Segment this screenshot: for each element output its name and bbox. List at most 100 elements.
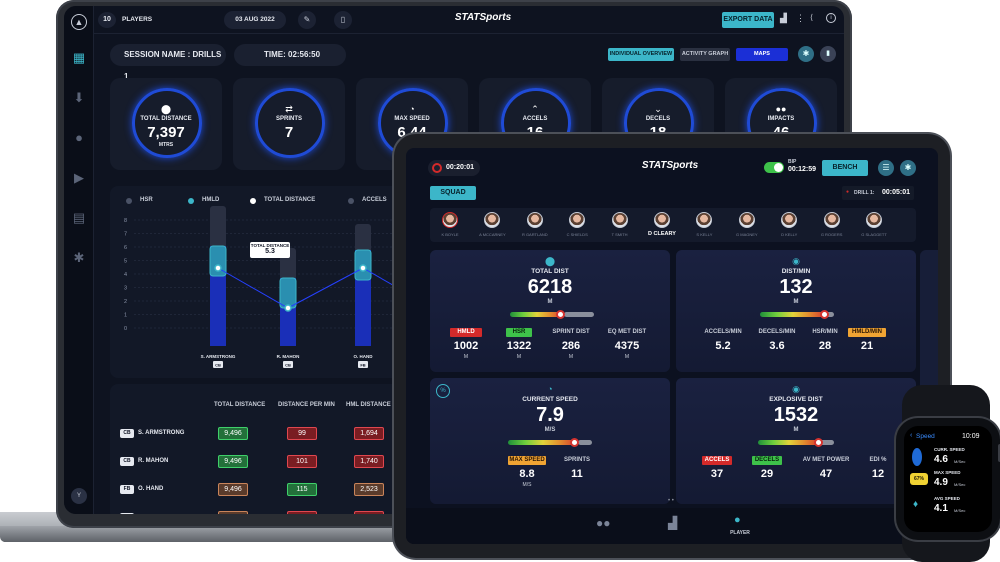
player-avatar[interactable]: [696, 212, 713, 228]
player-avatar[interactable]: [781, 212, 798, 228]
position-badge: CB: [120, 457, 134, 466]
player-name[interactable]: G SLAGGETT: [861, 232, 887, 237]
player-name[interactable]: D CLEARY: [648, 231, 676, 237]
player-name[interactable]: S KELLY: [696, 232, 713, 237]
bar-hmld[interactable]: [209, 245, 227, 277]
card-value: 1532: [773, 404, 819, 426]
settings-icon[interactable]: ✱: [73, 250, 85, 265]
table-cell: 1,694: [354, 427, 384, 440]
download-icon[interactable]: ⬇: [73, 90, 85, 105]
player-avatar[interactable]: [866, 212, 882, 228]
player-icon[interactable]: ●: [734, 514, 741, 526]
watch-crown[interactable]: [998, 444, 1000, 462]
info-icon[interactable]: i: [826, 13, 836, 23]
squad-button[interactable]: SQUAD: [430, 186, 476, 200]
nav-label-player[interactable]: PLAYER: [730, 530, 750, 536]
y-tick-label: 4: [124, 272, 127, 278]
session-name: SESSION NAME : DRILLS 1: [110, 44, 226, 81]
player-avatar[interactable]: [442, 212, 458, 228]
maps-button[interactable]: MAPS: [736, 48, 788, 61]
metric-value: 47: [819, 468, 833, 480]
table-row[interactable]: FBK. CONWAY9,4961231,982: [110, 508, 460, 514]
play-icon[interactable]: ▶: [74, 170, 84, 185]
player-avatar[interactable]: [484, 212, 501, 228]
card-unit: M: [547, 299, 553, 305]
bar-hmld[interactable]: [279, 277, 297, 309]
app-logo-icon[interactable]: ▲: [71, 14, 87, 30]
table-row[interactable]: CB R. MAHON 9,496 101 1,740: [110, 452, 460, 472]
total-distance-point[interactable]: [214, 264, 222, 272]
device-icon[interactable]: ▯: [334, 11, 352, 29]
player-name[interactable]: R GARTLAND: [521, 232, 548, 237]
column-header[interactable]: TOTAL DISTANCE: [214, 402, 266, 408]
player-avatar[interactable]: [569, 212, 586, 228]
player-avatar[interactable]: [526, 212, 543, 228]
team-icon[interactable]: ●: [75, 130, 83, 145]
grid-icon[interactable]: ▦: [72, 50, 86, 65]
chart-icon[interactable]: ▟: [780, 13, 787, 23]
player-name[interactable]: T SMITH: [611, 232, 628, 237]
date-pill[interactable]: 03 AUG 2022: [224, 11, 286, 29]
column-header[interactable]: DISTANCE PER MIN: [278, 402, 335, 408]
export-data-button[interactable]: EXPORT DATA: [722, 12, 774, 28]
metric-label: SPRINT DIST: [552, 329, 590, 335]
settings-icon[interactable]: ✱: [900, 160, 916, 176]
laptop-base-edge: [0, 526, 470, 542]
card-dist-min[interactable]: ◉ DIST/MIN 132 M ACCELS/MIN 5.2 DECELS/M…: [676, 250, 916, 372]
total-distance-point[interactable]: [359, 264, 367, 272]
session-timer[interactable]: 00:20:01: [428, 160, 480, 176]
individual-overview-button[interactable]: INDIVIDUAL OVERVIEW: [608, 48, 674, 61]
percent-icon[interactable]: %: [436, 384, 450, 398]
player-avatar[interactable]: [611, 212, 628, 228]
range-bar-background: [210, 206, 226, 250]
player-name[interactable]: K BOYLE: [441, 232, 459, 237]
card-value: 6218: [527, 276, 573, 298]
legend-accels[interactable]: ACCELS: [362, 197, 387, 203]
table-row[interactable]: FB O. HAND 9,496 115 2,523: [110, 480, 460, 500]
activity-graph-button[interactable]: ACTIVITY GRAPH: [680, 48, 730, 61]
legend-hmld[interactable]: HMLD: [202, 197, 220, 203]
legend-hsr[interactable]: HSR: [140, 197, 153, 203]
player-avatar[interactable]: [823, 212, 840, 228]
settings-icon[interactable]: ✱: [798, 46, 814, 62]
table-row[interactable]: CB S. ARMSTRONG 9,496 99 1,694: [110, 424, 460, 444]
share-icon[interactable]: ⟨: [810, 13, 814, 22]
table-cell: 2,523: [354, 483, 384, 496]
metric-value: 29: [760, 468, 774, 480]
back-label[interactable]: Speed: [916, 433, 935, 440]
speedometer-icon: ◔: [409, 104, 415, 114]
card-total-dist[interactable]: ⬤ TOTAL DIST 6218 M HMLD 1002 HSR 1322 S…: [430, 250, 670, 372]
y-tick-label: 5: [124, 259, 127, 265]
metric-unit: M: [624, 354, 630, 360]
drill-timer: ● DRILL 1: 00:05:01: [842, 186, 914, 200]
card-explosive-dist[interactable]: ◉ EXPLOSIVE DIST 1532 M ACCELS 37 DECELS…: [676, 378, 916, 504]
player-name[interactable]: C SHIELDS: [566, 232, 588, 237]
player-name[interactable]: A MCCARNEY: [479, 232, 506, 237]
back-chevron-icon[interactable]: ‹: [910, 432, 913, 439]
user-avatar[interactable]: Y: [71, 488, 87, 504]
position-label: FB: [360, 363, 365, 368]
calendar-icon[interactable]: ▤: [72, 210, 86, 225]
player-name[interactable]: G MAGNEY: [736, 232, 758, 237]
more-icon[interactable]: ⋮: [796, 13, 805, 23]
card-current-speed[interactable]: % ◔ CURRENT SPEED 7.9 M/S MAX SPEED 8.8 …: [430, 378, 670, 504]
legend-total-distance[interactable]: TOTAL DISTANCE: [264, 197, 316, 203]
team-icon[interactable]: ●●: [596, 516, 611, 530]
bench-button[interactable]: BENCH: [822, 160, 868, 176]
edit-icon[interactable]: ✎: [298, 11, 316, 29]
x-player-label: R. MAHON: [277, 354, 300, 359]
player-avatar[interactable]: [738, 212, 755, 228]
y-tick-label: 7: [124, 232, 127, 238]
trash-icon[interactable]: ▮: [820, 46, 836, 62]
player-avatar[interactable]: [654, 212, 670, 228]
list-icon[interactable]: ☰: [878, 160, 894, 176]
player-name[interactable]: G ROGERS: [820, 232, 843, 237]
bar-chart-icon[interactable]: ▟: [668, 516, 678, 530]
bip-toggle[interactable]: [764, 162, 784, 173]
metric-unit: M: [463, 354, 469, 360]
table-cell: 9,496: [218, 455, 248, 468]
total-distance-point[interactable]: [284, 304, 292, 312]
column-header[interactable]: HML DISTANCE: [346, 402, 391, 408]
player-name[interactable]: D KELLY: [781, 232, 798, 237]
stat-label: SPRINTS: [275, 116, 302, 122]
